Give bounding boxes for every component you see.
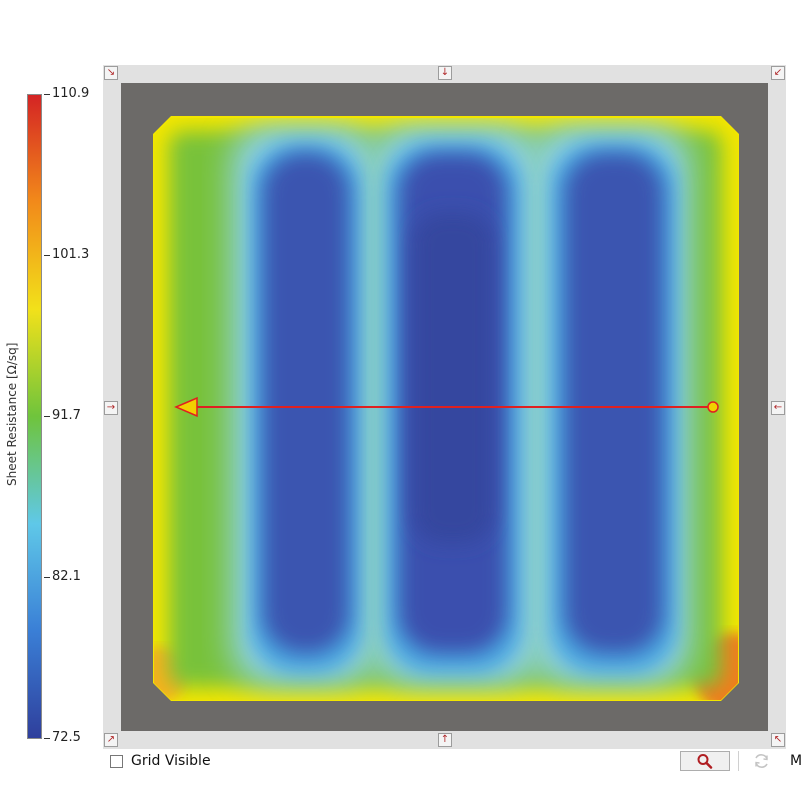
magnifier-icon [697, 754, 713, 769]
colorbar-tick [44, 255, 50, 256]
line-scan-start-handle[interactable] [707, 401, 719, 413]
colorbar-tick-label: 72.5 [52, 730, 81, 745]
grid-visible-label: Grid Visible [131, 753, 211, 769]
colorbar-tick-label: 110.9 [52, 86, 90, 101]
grid-visible-checkbox[interactable] [110, 755, 123, 768]
low-band-3 [565, 153, 663, 653]
sheet-resistance-map [153, 116, 739, 701]
map-plot-area[interactable] [121, 83, 768, 731]
nav-top-button[interactable]: ↓ [438, 66, 452, 80]
colorbar-tick [44, 94, 50, 95]
nav-bottom-left-button[interactable]: ↗ [104, 733, 118, 747]
zoom-button[interactable] [680, 751, 730, 771]
nav-left-button[interactable]: → [104, 401, 118, 415]
truncated-label: M [790, 753, 803, 769]
nav-top-right-button[interactable]: ↙ [771, 66, 785, 80]
toolbar-separator [738, 751, 739, 771]
nav-top-left-button[interactable]: ↘ [104, 66, 118, 80]
colorbar-tick [44, 738, 50, 739]
refresh-icon [755, 754, 768, 768]
colorbar-tick-label: 91.7 [52, 408, 81, 423]
line-scan-end-arrow[interactable] [174, 396, 198, 418]
nav-right-button[interactable]: ← [771, 401, 785, 415]
colorbar-tick [44, 416, 50, 417]
colorbar [27, 94, 42, 739]
nav-bottom-right-button[interactable]: ↖ [771, 733, 785, 747]
low-band-1 [263, 153, 349, 653]
colorbar-title: Sheet Resistance [Ω/sq] [5, 342, 19, 486]
colorbar-tick [44, 577, 50, 578]
lowest-region [413, 213, 493, 543]
colorbar-tick-label: 101.3 [52, 247, 90, 262]
refresh-button[interactable] [744, 751, 778, 771]
nav-bottom-button[interactable]: ↑ [438, 733, 452, 747]
colorbar-tick-label: 82.1 [52, 569, 81, 584]
